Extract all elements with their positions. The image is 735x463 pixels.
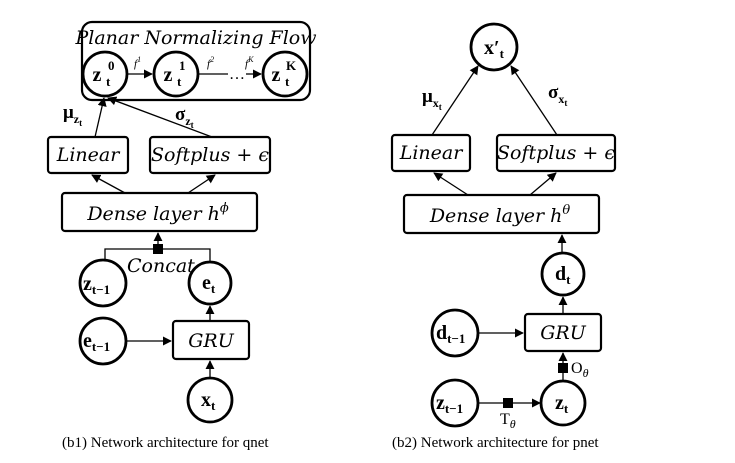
qnet-sigma-label: σzt [175, 104, 194, 130]
pnet-z-text: zt [555, 392, 569, 416]
pnet-sigma-label: σxt [548, 82, 567, 108]
qnet-e-text: et [202, 272, 216, 296]
qnet-e-prev-text: et−1 [83, 330, 110, 354]
z0-sub: t [106, 74, 111, 89]
qnet-linear-box [46, 135, 130, 175]
f2-label: f2 [207, 55, 214, 70]
pnet-x-out-text: x′t [484, 37, 505, 61]
z1-node [152, 50, 200, 98]
pnet-z-node [539, 379, 587, 427]
pnet-dense-text: Dense layer hθ [429, 203, 571, 227]
qnet-e-node [187, 260, 233, 306]
t-theta-label: Tθ [500, 411, 516, 431]
edge-softplus-xout [510, 65, 558, 136]
qnet-diagram: Planar Normalizing Flow z 0 t z 1 t z K … [46, 20, 317, 451]
qnet-linear-text: Linear [56, 144, 122, 166]
qnet-z-prev-node [78, 258, 128, 308]
z1-base: z [164, 64, 173, 86]
zK-sub: t [285, 74, 290, 89]
qnet-mu-label: μzt [63, 102, 82, 128]
edge-linear-xout [431, 65, 479, 136]
svg-text:z: z [93, 64, 102, 86]
qnet-caption: (b1) Network architecture for qnet [62, 435, 269, 451]
pnet-gru-text: GRU [540, 322, 586, 344]
pnet-d-prev-text: dt−1 [436, 322, 465, 346]
z0-sup: 0 [108, 58, 115, 73]
pnet-x-out-node [469, 22, 519, 72]
qnet-softplus-box [148, 135, 272, 175]
edge-dense-linear-q [91, 174, 126, 194]
pnet-linear-box [390, 133, 472, 173]
pnet-linear-text: Linear [399, 142, 465, 164]
pnet-gru-box [523, 312, 603, 353]
zK-base: z [272, 64, 281, 86]
edge-softplus-z0 [107, 96, 213, 138]
fK-label: fK [245, 55, 254, 70]
edge-dense-linear-p [433, 172, 469, 196]
concat-label: Concat [127, 255, 195, 277]
pnet-mu-label: μxt [422, 86, 442, 112]
pnet-d-text: dt [555, 263, 571, 287]
edge-linear-z0 [94, 97, 107, 138]
concat-bracket [104, 248, 211, 262]
z0-node [81, 50, 129, 98]
z1-sup: 1 [179, 58, 186, 73]
zK-node [261, 50, 309, 98]
t-theta-square [503, 398, 513, 408]
pnet-diagram: x′t μxt σxt Linear Softplus + ϵ Dense la… [390, 22, 617, 451]
z0-base: z [93, 64, 102, 86]
edge-dense-softplus-q [187, 174, 216, 194]
flow-title: Planar Normalizing Flow [74, 27, 316, 49]
pnet-z-prev-text: zt−1 [436, 392, 463, 416]
pnet-dense-box [402, 193, 601, 235]
pnet-softplus-box [495, 133, 617, 173]
qnet-gru-box [171, 319, 251, 361]
o-theta-square [558, 363, 568, 373]
qnet-dense-box [60, 191, 259, 233]
pnet-d-node [540, 251, 586, 297]
flow-dots: … [229, 66, 245, 83]
qnet-z-prev-text: zt−1 [83, 273, 110, 297]
qnet-gru-text: GRU [188, 330, 234, 352]
qnet-x-text: xt [201, 389, 216, 413]
o-theta-label: Oθ [571, 360, 589, 380]
qnet-dense-text: Dense layer hϕ [86, 201, 229, 225]
pnet-softplus-text: Softplus + ϵ [497, 142, 615, 164]
zK-sup: K [286, 58, 297, 73]
f1-label: f1 [134, 55, 141, 70]
qnet-softplus-text: Softplus + ϵ [151, 144, 269, 166]
planar-flow-box [80, 20, 312, 102]
z1-sub: t [177, 74, 182, 89]
qnet-x-node [186, 376, 234, 424]
edge-dense-softplus-p [529, 172, 557, 196]
pnet-caption: (b2) Network architecture for pnet [392, 435, 599, 451]
